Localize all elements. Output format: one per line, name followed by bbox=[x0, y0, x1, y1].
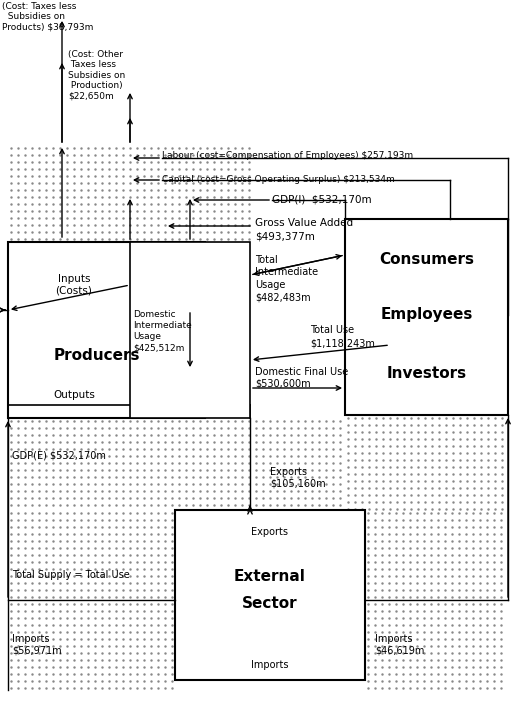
Text: Investors: Investors bbox=[386, 367, 467, 381]
Text: (Cost: Taxes less
  Subsidies on
Products) $38,793m: (Cost: Taxes less Subsidies on Products)… bbox=[2, 2, 93, 32]
Bar bbox=[8, 242, 205, 418]
Text: Domestic Final Use
$530,600m: Domestic Final Use $530,600m bbox=[255, 367, 348, 389]
Text: Domestic
Intermediate
Usage
$425,512m: Domestic Intermediate Usage $425,512m bbox=[133, 310, 192, 352]
Text: External
Sector: External Sector bbox=[234, 569, 306, 611]
Text: Total Supply = Total Use: Total Supply = Total Use bbox=[12, 570, 130, 580]
Text: GDP(E) $532,170m: GDP(E) $532,170m bbox=[12, 450, 106, 460]
Bar bbox=[130, 242, 250, 418]
Text: Total
Intermediate
Usage
$482,483m: Total Intermediate Usage $482,483m bbox=[255, 255, 318, 302]
Text: Imports
$56,971m: Imports $56,971m bbox=[12, 634, 62, 656]
Text: Exports: Exports bbox=[252, 527, 289, 537]
Text: (Cost: Other
 Taxes less
Subsidies on
 Production)
$22,650m: (Cost: Other Taxes less Subsidies on Pro… bbox=[68, 50, 125, 101]
Text: Employees: Employees bbox=[380, 306, 473, 321]
Bar bbox=[175, 510, 365, 680]
Text: Imports
$46,619m: Imports $46,619m bbox=[375, 634, 424, 656]
Text: Inputs
(Costs): Inputs (Costs) bbox=[55, 274, 92, 296]
Text: Imports: Imports bbox=[251, 660, 289, 670]
Bar bbox=[345, 219, 508, 415]
Text: Total Use
$1,118,243m: Total Use $1,118,243m bbox=[310, 325, 375, 348]
Text: Gross Value Added
$493,377m: Gross Value Added $493,377m bbox=[255, 218, 353, 241]
Text: Exports
$105,160m: Exports $105,160m bbox=[270, 467, 326, 489]
Text: Labour (cost=Compensation of Employees) $257,193m: Labour (cost=Compensation of Employees) … bbox=[162, 150, 413, 160]
Text: Outputs: Outputs bbox=[53, 390, 95, 400]
Text: GDP(I)  $532,170m: GDP(I) $532,170m bbox=[272, 195, 371, 205]
Text: Producers: Producers bbox=[53, 347, 140, 362]
Text: Consumers: Consumers bbox=[379, 252, 474, 267]
Text: Capital (cost=Gross Operating Surplus) $213,534m: Capital (cost=Gross Operating Surplus) $… bbox=[162, 176, 395, 184]
